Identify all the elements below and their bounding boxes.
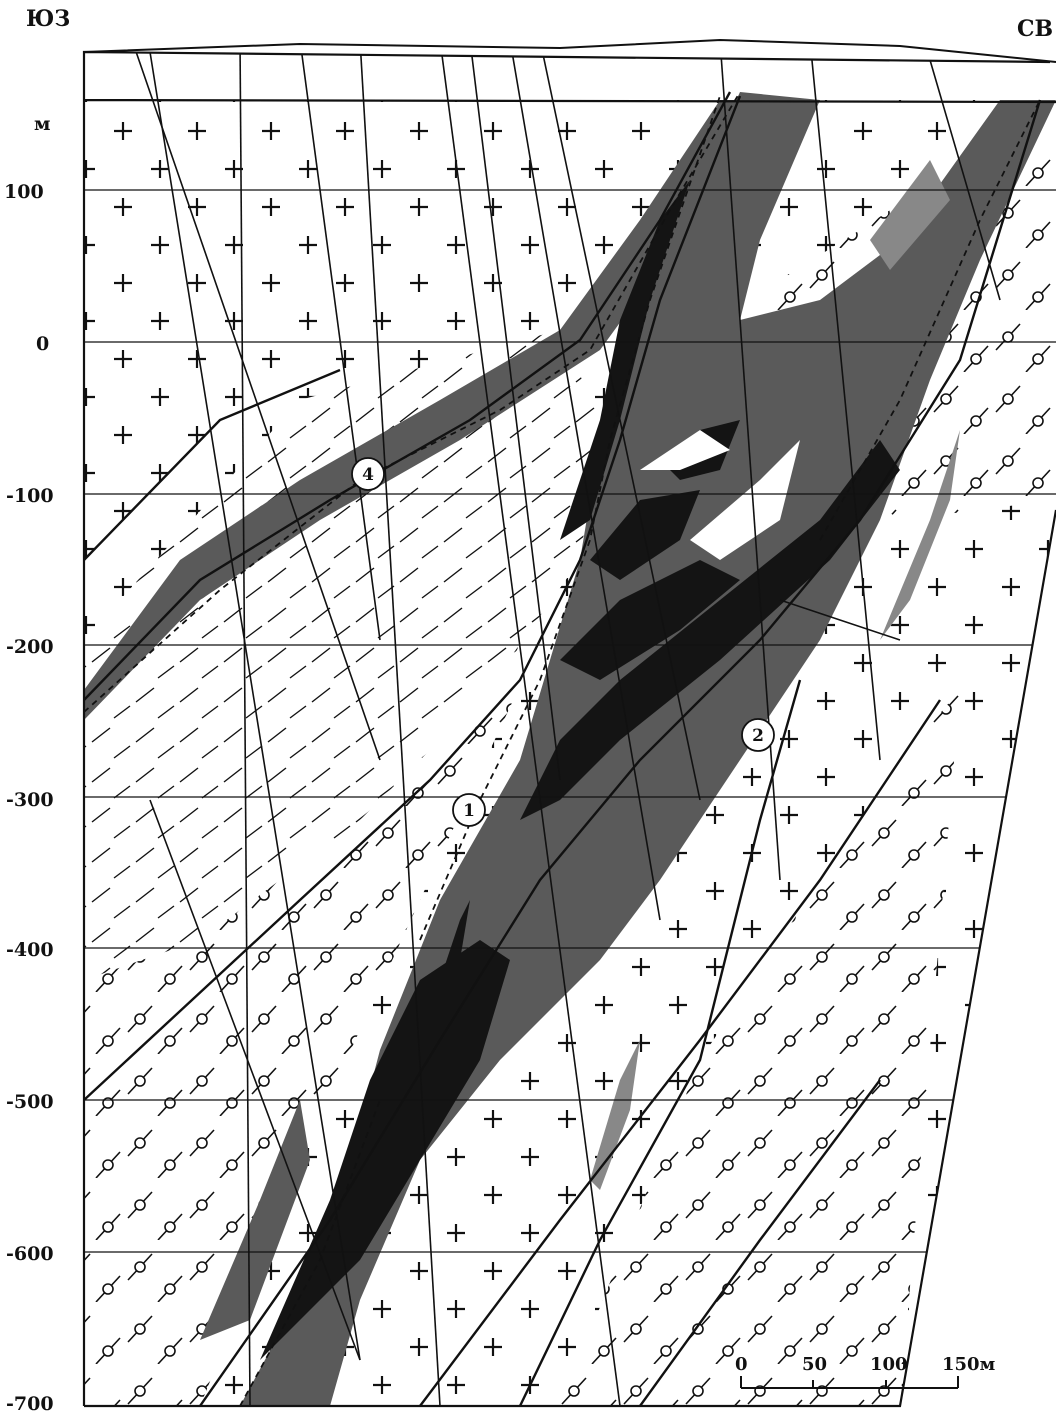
elevation-label: -400: [6, 939, 54, 961]
fault-line: [539, 52, 701, 801]
fault-line: [149, 52, 361, 1361]
host-rock-window: [640, 430, 730, 470]
elevation-axis: 100 0 -100 -200 -300 -400 -500 -600 -700: [4, 181, 54, 1414]
callout-circle: [452, 793, 486, 827]
ore-body: [560, 180, 690, 540]
callout-1: 1: [452, 793, 486, 827]
light-lens: [590, 1040, 640, 1190]
fault-line: [779, 599, 901, 641]
elevation-label: -300: [6, 789, 54, 811]
fault-line: [469, 52, 561, 781]
gneiss-pattern: [560, 690, 960, 1406]
fault-line: [509, 52, 661, 921]
scale-bar: 0 50 100 150м: [735, 1354, 996, 1389]
fault-line: [149, 799, 361, 1361]
ore-body: [260, 940, 510, 1360]
ground-surface: [83, 38, 1056, 63]
callout-circle: [351, 457, 385, 491]
callout-2: 2: [741, 718, 775, 752]
fault-line: [239, 52, 251, 1406]
scale-label: 50: [802, 1354, 827, 1375]
section-body: [84, 52, 1056, 1406]
schist-pattern: [84, 330, 600, 980]
contact-line: [419, 699, 941, 1406]
light-lens: [200, 1100, 310, 1340]
callout-label: 1: [463, 801, 475, 821]
elevation-label: -700: [6, 1393, 54, 1414]
elevation-label: -200: [6, 636, 54, 658]
fault-lines: [131, 52, 1001, 1406]
host-rock-window: [690, 440, 800, 560]
elevation-label: -500: [6, 1091, 54, 1113]
thrust-line: [239, 1099, 381, 1406]
thrust-lines: [84, 91, 1041, 1406]
fault-line: [929, 59, 1001, 301]
callout-label: 4: [362, 465, 374, 485]
contact-line: [518, 679, 802, 1406]
scale-label: 0: [735, 1354, 748, 1375]
ore-body: [440, 900, 470, 980]
southwest-label: ЮЗ: [26, 6, 70, 32]
elevation-label: 100: [4, 181, 44, 203]
contact-line: [84, 91, 732, 701]
callout-label: 2: [752, 726, 764, 746]
elevation-gridlines: [84, 189, 1056, 1253]
contact-line: [199, 99, 1042, 1406]
fault-line: [299, 52, 381, 641]
thrust-line: [819, 99, 1041, 541]
contact-line: [84, 95, 742, 1101]
fault-line: [359, 52, 441, 1406]
fault-line: [439, 52, 621, 1406]
elevation-label: -600: [6, 1243, 54, 1265]
light-lens: [870, 160, 950, 270]
callout-circle: [741, 718, 775, 752]
fault-line: [131, 52, 381, 761]
callout-4: 4: [351, 457, 385, 491]
ore-body: [560, 560, 740, 680]
thrust-line: [419, 95, 721, 941]
elevation-unit-label: м: [34, 113, 51, 135]
elevation-label: 0: [36, 333, 49, 355]
thrust-line: [84, 91, 741, 713]
contact-line: [639, 1079, 881, 1406]
elevation-label: -100: [6, 485, 54, 507]
contact-lines: [84, 91, 1042, 1406]
northeast-label: СВ: [1017, 16, 1053, 42]
fault-line: [809, 52, 881, 761]
ore-body: [520, 440, 900, 820]
contact-line: [84, 368, 341, 561]
scale-label: 150м: [942, 1354, 996, 1375]
scale-label: 100: [870, 1354, 908, 1375]
